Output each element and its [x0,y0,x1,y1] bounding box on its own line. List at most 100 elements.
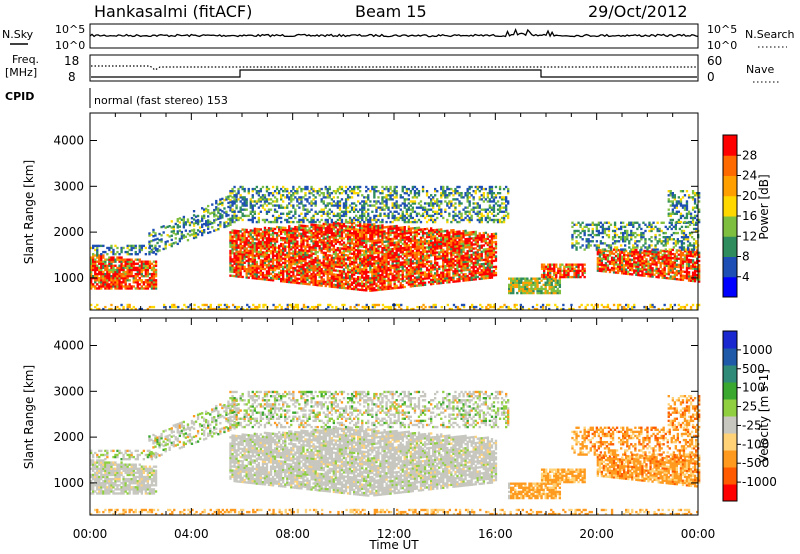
echo-cell [298,261,300,263]
echo-cell [294,263,296,265]
echo-cell [503,207,505,209]
echo-cell [335,278,337,280]
echo-cell [381,243,383,245]
echo-cell [400,255,402,257]
echo-cell [452,258,454,260]
echo-cell [321,209,323,211]
echo-cell [260,204,262,206]
echo-cell [442,190,444,192]
echo-cell [163,248,165,250]
echo-cell [248,277,250,279]
echo-cell [351,207,353,209]
echo-cell [231,246,233,248]
echo-cell [467,265,469,267]
echo-cell [242,257,244,259]
echo-cell [304,254,306,256]
echo-cell [209,212,211,214]
echo-cell [288,271,290,273]
echo-cell [120,247,122,249]
echo-cell [389,265,391,267]
echo-cell [426,242,428,244]
echo-cell [389,252,391,254]
echo-cell [292,198,294,200]
echo-cell [473,211,475,213]
echo-cell [347,207,349,209]
echo-cell [396,287,398,289]
echo-cell [120,283,122,285]
echo-cell [306,250,308,252]
echo-cell [120,256,122,258]
echo-cell [377,252,379,254]
echo-cell [434,194,436,196]
echo-cell [412,196,414,198]
echo-cell [254,188,256,190]
echo-cell [231,267,233,269]
echo-cell [367,238,369,240]
echo-cell [469,240,471,242]
echo-cell [458,233,460,235]
echo-cell [483,215,485,217]
echo-cell [276,240,278,242]
echo-cell [304,192,306,194]
echo-cell [365,238,367,240]
echo-cell [280,264,282,266]
echo-cell [345,186,347,188]
echo-cell [106,275,108,277]
echo-cell [394,190,396,192]
echo-cell [302,268,304,270]
echo-cell [422,241,424,243]
echo-cell [375,285,377,287]
echo-cell [296,198,298,200]
echo-cell [284,231,286,233]
echo-cell [112,265,114,267]
echo-cell [464,238,466,240]
echo-cell [276,200,278,202]
echo-cell [464,192,466,194]
echo-cell [477,204,479,206]
echo-cell [379,233,381,235]
echo-cell [175,237,177,239]
echo-cell [173,226,175,228]
echo-cell [125,279,127,281]
echo-cell [106,283,108,285]
echo-cell [329,232,331,234]
echo-cell [260,232,262,234]
echo-cell [327,246,329,248]
echo-cell [325,252,327,254]
echo-cell [327,215,329,217]
echo-cell [203,223,205,225]
echo-cell [404,276,406,278]
echo-cell [363,213,365,215]
echo-cell [191,233,193,235]
echo-cell [302,264,304,266]
echo-cell [349,238,351,240]
echo-cell [102,261,104,263]
echo-cell [418,233,420,235]
echo-cell [430,246,432,248]
echo-cell [143,261,145,263]
echo-cell [323,239,325,241]
echo-cell [96,265,98,267]
echo-cell [270,234,272,236]
echo-cell [298,207,300,209]
echo-cell [290,267,292,269]
echo-cell [268,256,270,258]
echo-cell [434,241,436,243]
echo-cell [155,253,157,255]
echo-cell [432,250,434,252]
echo-cell [385,253,387,255]
echo-cell [262,247,264,249]
echo-cell [116,269,118,271]
echo-cell [460,247,462,249]
echo-cell [379,276,381,278]
echo-cell [369,288,371,290]
echo-cell [377,285,379,287]
echo-cell [325,213,327,215]
echo-cell [353,269,355,271]
echo-cell [385,240,387,242]
echo-cell [351,267,353,269]
echo-cell [122,247,124,249]
echo-cell [381,229,383,231]
echo-cell [460,196,462,198]
echo-cell [139,287,141,289]
